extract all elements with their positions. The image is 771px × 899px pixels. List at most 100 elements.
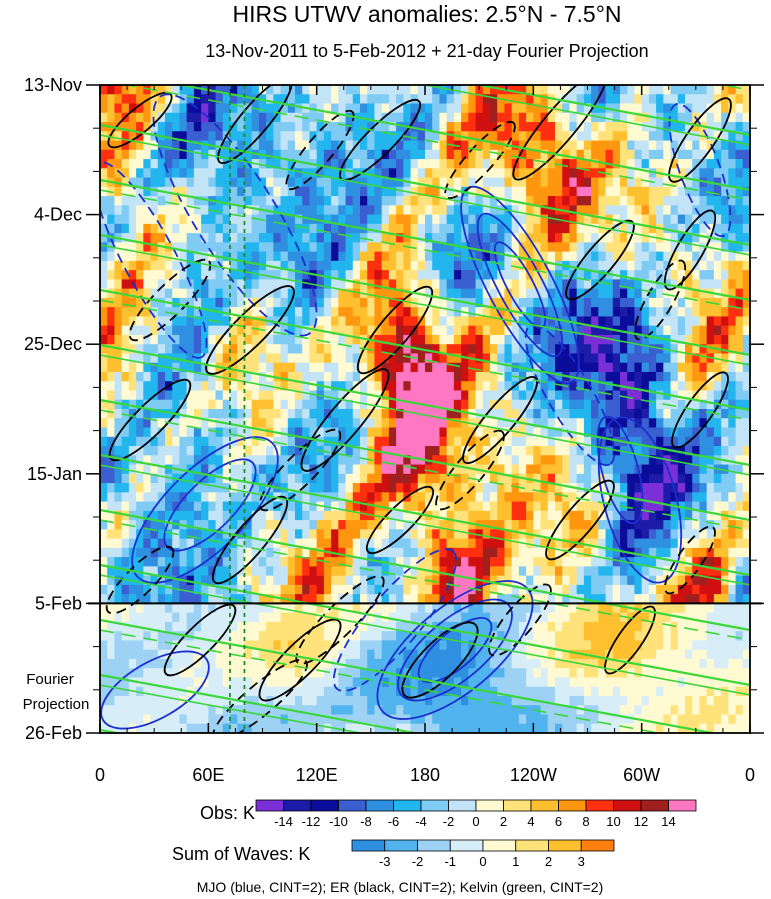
heat-cell: [302, 297, 311, 308]
heat-cell: [713, 177, 722, 188]
heat-cell: [627, 297, 636, 308]
heat-cell: [345, 547, 354, 558]
heat-cell: [490, 390, 498, 401]
heat-cell: [742, 140, 750, 151]
heat-cell: [468, 427, 477, 438]
heat-cell: [453, 316, 462, 327]
heat-cell: [316, 557, 325, 567]
heat-cell: [446, 529, 455, 540]
heat-cell: [165, 538, 173, 549]
heat-cell: [591, 325, 599, 336]
heat-cell: [179, 131, 188, 142]
heat-cell: [179, 288, 188, 299]
heat-cell: [165, 251, 173, 262]
heat-cell: [374, 584, 383, 595]
heat-cell: [208, 214, 217, 225]
heat-cell: [453, 492, 462, 503]
heat-cell: [222, 140, 231, 151]
heat-cell: [396, 307, 404, 318]
heat-cell: [403, 149, 412, 160]
heat-cell: [555, 566, 563, 577]
heat-cell: [244, 399, 253, 410]
heat-cell: [663, 520, 672, 530]
heat-cell: [193, 520, 202, 530]
heat-cell: [374, 427, 383, 438]
heat-cell: [490, 214, 498, 225]
heat-cell: [302, 344, 311, 355]
heat-cell: [511, 520, 520, 530]
heat-cell: [403, 557, 412, 567]
heat-cell: [692, 325, 701, 336]
heat-cell: [107, 547, 116, 558]
heat-cell: [381, 575, 390, 586]
heat-cell: [728, 279, 737, 290]
heat-cell: [504, 547, 513, 558]
heat-cell: [280, 584, 289, 595]
heat-cell: [107, 325, 116, 336]
heat-cell: [547, 177, 556, 188]
heat-cell: [258, 594, 267, 604]
heat-cell: [446, 251, 455, 262]
heat-cell: [208, 566, 217, 577]
heat-cell: [266, 214, 274, 225]
heat-cell: [547, 390, 556, 401]
heat-cell: [273, 233, 282, 243]
heat-cell: [648, 279, 657, 290]
heat-cell: [107, 418, 116, 429]
heat-cell: [150, 418, 159, 429]
heat-cell: [569, 196, 578, 206]
heat-cell: [251, 279, 260, 290]
heat-cell: [670, 409, 679, 419]
heat-cell: [475, 316, 484, 327]
heat-cell: [670, 233, 679, 243]
heat-cell: [165, 279, 173, 290]
heat-cell: [432, 446, 441, 456]
heat-cell: [388, 446, 397, 456]
heat-cell: [569, 168, 578, 179]
heat-cell: [663, 196, 672, 206]
heat-cell: [244, 233, 253, 243]
heat-cell: [150, 307, 159, 318]
heat-cell: [468, 501, 477, 512]
heat-cell: [100, 557, 108, 567]
heat-cell: [475, 260, 484, 271]
heat-cell: [569, 557, 578, 567]
heat-cell: [251, 427, 260, 438]
heat-cell: [656, 557, 664, 567]
heat-cell: [143, 168, 152, 179]
heat-cell: [201, 186, 209, 197]
heat-cell: [685, 520, 693, 530]
heat-cell: [569, 390, 578, 401]
heat-cell: [663, 529, 672, 540]
heat-cell: [114, 279, 123, 290]
heat-cell: [598, 316, 607, 327]
heat-cell: [410, 140, 419, 151]
heat-cell: [316, 409, 325, 419]
heat-cell: [432, 196, 441, 206]
heat-cell: [468, 334, 477, 345]
heat-cell: [360, 547, 368, 558]
heat-cell: [360, 427, 368, 438]
heat-cell: [367, 473, 376, 484]
heat-cell: [331, 260, 339, 271]
heat-cell: [150, 260, 159, 271]
heat-cell: [417, 492, 426, 503]
heat-cell: [648, 316, 657, 327]
heat-cell: [388, 94, 397, 105]
heat-cell: [396, 112, 404, 123]
heat-cell: [692, 547, 701, 558]
heat-cell: [179, 233, 188, 243]
heat-cell: [663, 288, 672, 299]
heat-cell: [555, 399, 563, 410]
heat-cell: [670, 547, 679, 558]
heat-cell: [388, 316, 397, 327]
heat-cell: [100, 205, 108, 216]
heat-cell: [605, 177, 614, 188]
heat-cell: [150, 427, 159, 438]
heat-cell: [620, 473, 628, 484]
heat-cell: [518, 214, 527, 225]
heat-cell: [497, 186, 506, 197]
heat-cell: [446, 557, 455, 567]
heat-cell: [295, 566, 303, 577]
heat-cell: [201, 103, 209, 114]
